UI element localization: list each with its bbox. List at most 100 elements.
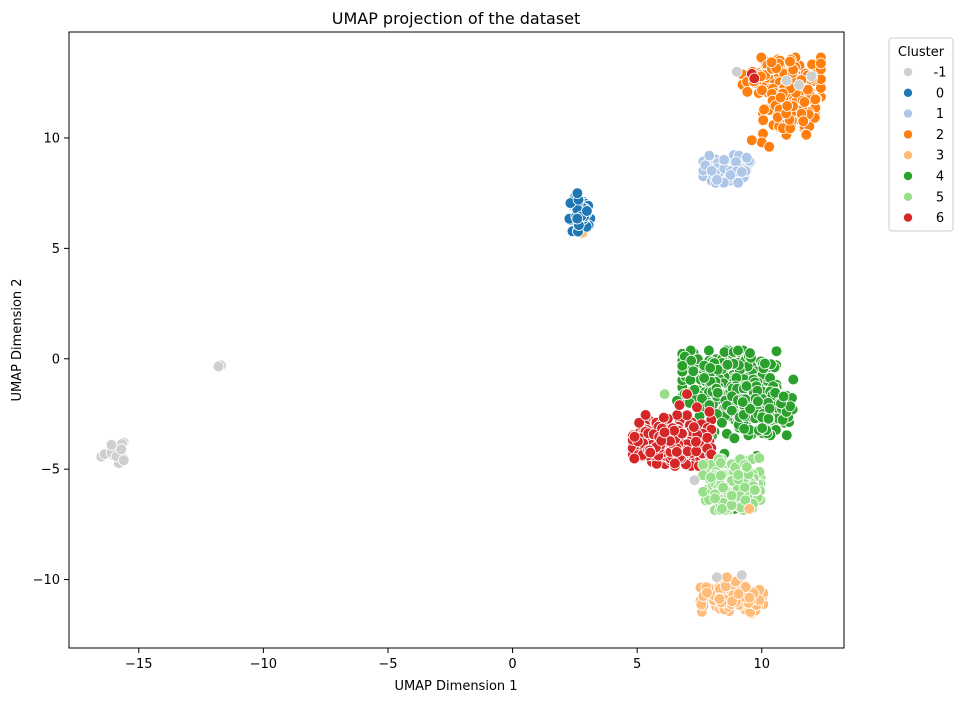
scatter-point-510 — [728, 432, 741, 445]
scatter-point-789 — [797, 115, 810, 127]
scatter-point-1741 — [780, 74, 793, 87]
scatter-point-501 — [696, 392, 708, 405]
scatter-point-244 — [687, 365, 700, 378]
scatter-point-1510 — [701, 586, 713, 599]
x-tick-label: 0 — [508, 657, 516, 672]
scatter-point-1350 — [716, 503, 728, 515]
scatter-point-1335 — [748, 484, 761, 496]
scatter-point-256 — [703, 344, 715, 357]
legend-marker — [903, 212, 914, 223]
legend-label: 1 — [936, 107, 944, 122]
legend-label: 4 — [936, 170, 944, 185]
scatter-point-754 — [809, 93, 822, 106]
scatter-point-319 — [711, 386, 724, 399]
scatter-point-1711 — [571, 187, 584, 200]
scatter-point-1048 — [669, 457, 681, 470]
scatter-point-1319 — [714, 457, 727, 469]
legend-title: Cluster — [898, 45, 945, 60]
scatter-point-671 — [815, 57, 827, 70]
scatter-point-1638 — [740, 152, 753, 164]
scatter-point-1522 — [732, 588, 745, 600]
scatter-point-1637 — [703, 149, 716, 162]
scatter-point-1634 — [724, 169, 737, 181]
legend-marker — [903, 108, 914, 119]
scatter-point-1003 — [639, 409, 652, 421]
scatter-point-444 — [726, 404, 738, 417]
legend-label: 6 — [936, 211, 944, 226]
scatter-point-774 — [800, 128, 813, 141]
scatter-point-1345 — [709, 492, 721, 505]
scatter-point-1348 — [717, 481, 729, 494]
scatter-point-1518 — [713, 593, 726, 605]
scatter-point-1740 — [793, 79, 805, 91]
scatter-point-1342 — [732, 469, 744, 481]
legend-marker — [903, 129, 914, 140]
scatter-point-395 — [787, 373, 800, 386]
legend-label: 2 — [936, 128, 944, 143]
scatter-point-1352 — [753, 452, 766, 464]
scatter-point-491 — [736, 396, 749, 408]
scatter-point-1736 — [115, 443, 128, 456]
scatter-point-1738 — [805, 70, 818, 82]
legend-label: 5 — [936, 190, 944, 205]
scatter-point-801 — [745, 134, 758, 147]
scatter-point-488 — [738, 422, 750, 435]
scatter-point-1351 — [740, 461, 753, 473]
scatter-point-1331 — [725, 499, 738, 512]
y-tick-label: −5 — [41, 463, 60, 478]
scatter-point-291 — [685, 354, 697, 367]
legend-label: 0 — [936, 86, 944, 101]
scatter-point-1739 — [730, 65, 743, 78]
scatter-point-800 — [763, 141, 775, 153]
scatter-point-496 — [762, 412, 775, 425]
scatter-point-775 — [757, 114, 769, 126]
scatter-point-303 — [770, 345, 783, 358]
scatter-point-1513 — [739, 581, 752, 593]
scatter-point-483 — [740, 380, 753, 392]
scatter-point-1742 — [711, 571, 723, 584]
scatter-point-787 — [798, 96, 811, 108]
legend: Cluster -1 0 1 2 3 4 5 6 — [888, 37, 954, 232]
scatter-point-1633 — [718, 154, 730, 166]
scatter-point-485 — [756, 422, 768, 434]
scatter-point-1096 — [690, 435, 702, 448]
scatter-point-298 — [704, 362, 716, 374]
scatter-point-309 — [732, 344, 744, 357]
y-tick-label: 0 — [52, 352, 60, 367]
scatter-point-1519 — [726, 595, 738, 608]
scatter-point-1101 — [658, 426, 671, 439]
scatter-point-776 — [758, 103, 770, 116]
legend-marker — [903, 170, 914, 181]
scatter-point-1098 — [688, 421, 700, 433]
ticks-layer: −15 −10 −5 0 5 10 −10 −5 0 5 10 — [33, 131, 770, 672]
x-tick-label: 5 — [633, 657, 641, 672]
scatter-point-798 — [781, 100, 793, 112]
scatter-point-1107 — [703, 405, 716, 418]
scatter-point-1346 — [705, 471, 717, 484]
legend-box — [888, 37, 954, 232]
scatter-point-1104 — [681, 388, 693, 400]
scatter-point-949 — [633, 416, 645, 429]
y-tick-label: −10 — [33, 573, 60, 588]
plot-frame — [68, 31, 845, 649]
scatter-point-1095 — [644, 446, 657, 459]
scatter-point-504 — [716, 416, 728, 429]
scatter-point-1064 — [690, 445, 702, 458]
scatter-point-477 — [744, 403, 756, 415]
scatter-point-1268 — [697, 459, 709, 471]
scatter-point-1639 — [711, 174, 723, 186]
y-axis-label: UMAP Dimension 2 — [10, 278, 25, 401]
x-tick-label: −10 — [250, 657, 277, 672]
scatter-point-688 — [784, 55, 796, 68]
x-tick-label: −5 — [378, 657, 397, 672]
legend-label: 3 — [936, 149, 944, 164]
scatter-point-1707 — [581, 205, 593, 217]
scatter-point-1734 — [118, 454, 130, 467]
legend-marker — [903, 150, 914, 161]
scatter-point-1343 — [725, 489, 738, 502]
scatter-point-1103 — [748, 72, 761, 85]
scatter-point-498 — [777, 390, 790, 403]
x-tick-label: 10 — [753, 657, 770, 672]
